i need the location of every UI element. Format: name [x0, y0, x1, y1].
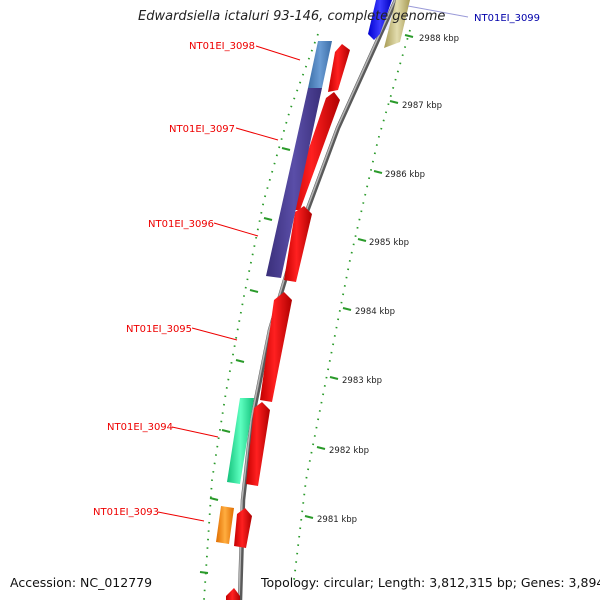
map-title: Edwardsiella ictaluri 93-146, complete g… — [138, 9, 446, 24]
gene-nt01ei-3096-reverse-cds[interactable] — [266, 88, 322, 278]
kbp-label-2988: 2988 kbp — [419, 34, 459, 44]
gene-nt01ei-3093-reverse-cds[interactable] — [216, 506, 234, 544]
gene-label-nt01ei-3099[interactable]: NT01EI_3099 — [474, 13, 540, 24]
kbp-label-2986: 2986 kbp — [385, 170, 425, 180]
gene-bottom-forward-cds[interactable] — [226, 588, 240, 600]
gene-labels: NT01EI_3099 NT01EI_3098 NT01EI_3097 NT01… — [93, 13, 540, 518]
gene-label-nt01ei-3097[interactable]: NT01EI_3097 — [169, 124, 235, 135]
reverse-strand-genes — [216, 41, 332, 544]
kbp-label-2983: 2983 kbp — [342, 376, 382, 386]
gene-nt01ei-3093-forward-cds[interactable] — [234, 508, 252, 548]
gene-label-nt01ei-3098[interactable]: NT01EI_3098 — [189, 41, 255, 52]
gene-nt01ei-3094-forward-cds[interactable] — [246, 402, 270, 486]
accession-text: Accession: NC_012779 — [10, 575, 153, 590]
outer-ruler-line — [293, 29, 411, 581]
gene-nt01ei-3098-forward-cds[interactable] — [328, 44, 350, 92]
label-leader-lines — [157, 5, 469, 522]
kbp-label-2984: 2984 kbp — [355, 307, 395, 317]
gene-label-nt01ei-3096[interactable]: NT01EI_3096 — [148, 219, 214, 230]
kbp-tick-labels: 2988 kbp 2987 kbp 2986 kbp 2985 kbp 2984… — [317, 34, 459, 525]
gene-label-nt01ei-3093[interactable]: NT01EI_3093 — [93, 507, 159, 518]
gene-nt01ei-3096-forward-cds[interactable] — [284, 206, 312, 282]
kbp-label-2987: 2987 kbp — [402, 101, 442, 111]
chromosome-backbone-highlight — [238, 0, 396, 600]
inner-ruler-line — [203, 33, 319, 600]
gene-nt01ei-3099-feature[interactable] — [368, 0, 392, 40]
gene-khaki-feature[interactable] — [384, 0, 410, 48]
gene-nt01ei-3095-forward-cds[interactable] — [260, 292, 292, 402]
gene-label-nt01ei-3095[interactable]: NT01EI_3095 — [126, 324, 192, 335]
kbp-label-2982: 2982 kbp — [329, 446, 369, 456]
kbp-label-2985: 2985 kbp — [369, 238, 409, 248]
gene-nt01ei-3094-reverse-cds[interactable] — [227, 398, 254, 484]
outer-ruler-ticks — [304, 34, 414, 519]
topology-text: Topology: circular; Length: 3,812,315 bp… — [261, 575, 600, 590]
gene-nt01ei-3098-reverse-cds[interactable] — [308, 41, 332, 88]
gene-label-nt01ei-3094[interactable]: NT01EI_3094 — [107, 422, 173, 433]
kbp-label-2981: 2981 kbp — [317, 515, 357, 525]
